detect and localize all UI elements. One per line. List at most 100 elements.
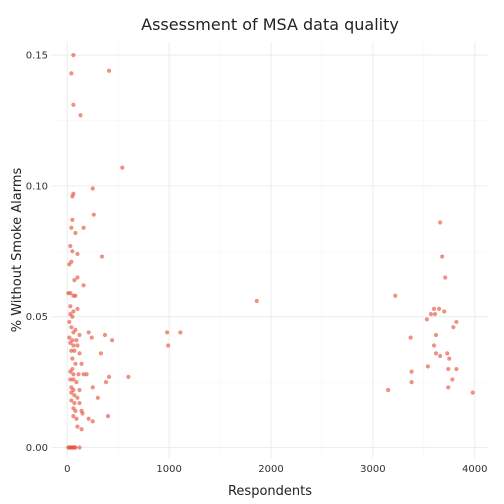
data-point	[106, 374, 112, 379]
data-point	[110, 338, 115, 343]
data-point	[69, 259, 74, 264]
data-point	[70, 356, 75, 361]
data-point	[433, 332, 439, 338]
data-point	[428, 312, 434, 317]
data-point	[77, 400, 82, 406]
data-point	[74, 380, 79, 385]
data-point	[68, 304, 73, 309]
x-tick-label: 1000	[156, 464, 181, 475]
x-tick-label: 2000	[258, 464, 283, 475]
x-axis-ticks: 0 1000 2000 3000 4000	[64, 464, 487, 475]
data-point	[74, 416, 79, 421]
data-point	[80, 411, 85, 416]
data-point	[69, 348, 74, 353]
data-point	[71, 102, 76, 107]
data-point	[409, 380, 414, 385]
data-point	[79, 361, 84, 366]
y-tick-label: 0.00	[26, 443, 48, 454]
data-point	[70, 194, 75, 199]
data-point	[72, 277, 77, 283]
data-point	[126, 374, 131, 379]
data-point	[89, 335, 94, 340]
x-tick-label: 4000	[462, 464, 487, 475]
y-tick-label: 0.10	[26, 181, 48, 192]
data-point	[106, 68, 112, 73]
y-axis-label: % Without Smoke Alarms	[10, 168, 25, 333]
data-point	[454, 366, 459, 372]
data-point	[75, 395, 80, 400]
data-point	[73, 361, 78, 366]
data-point	[98, 351, 103, 356]
data-point	[77, 445, 82, 450]
data-point	[73, 408, 78, 414]
data-point	[71, 52, 76, 58]
data-point	[71, 414, 76, 419]
data-points	[66, 52, 475, 450]
data-point	[254, 298, 259, 304]
data-point	[71, 377, 76, 382]
grid	[52, 42, 488, 458]
data-point	[74, 338, 79, 343]
data-point	[75, 424, 80, 429]
data-point	[75, 343, 80, 348]
data-point	[78, 113, 83, 118]
chart-title: Assessment of MSA data quality	[141, 15, 399, 34]
data-point	[166, 343, 171, 348]
data-point	[86, 416, 91, 421]
data-point	[431, 306, 437, 311]
data-point	[77, 387, 82, 393]
data-point	[102, 332, 108, 338]
data-point	[91, 212, 96, 217]
data-point	[178, 330, 183, 335]
data-point	[440, 254, 445, 259]
data-point	[432, 312, 438, 317]
x-tick-label: 3000	[360, 464, 385, 475]
data-point	[105, 414, 111, 419]
y-axis-ticks: 0.00 0.05 0.10 0.15	[26, 51, 48, 454]
data-point	[446, 385, 451, 390]
data-point	[103, 380, 109, 385]
data-point	[70, 217, 75, 223]
data-point	[470, 390, 475, 395]
data-point	[446, 366, 451, 372]
data-point	[72, 393, 77, 398]
data-point	[86, 330, 91, 335]
data-point	[443, 275, 448, 280]
data-point	[450, 377, 455, 382]
y-tick-label: 0.15	[26, 51, 48, 62]
data-point	[68, 340, 73, 345]
data-point	[69, 398, 74, 403]
data-point	[67, 335, 72, 340]
data-point	[69, 390, 74, 395]
data-point	[79, 427, 84, 432]
data-point	[69, 71, 74, 76]
data-point	[68, 377, 73, 382]
data-point	[70, 249, 75, 254]
data-point	[99, 254, 105, 259]
data-point	[424, 317, 429, 322]
data-point	[438, 353, 443, 359]
data-point	[408, 335, 413, 340]
data-point	[77, 332, 82, 338]
data-point	[76, 372, 81, 377]
data-point	[71, 372, 76, 377]
data-point	[90, 419, 95, 424]
data-point	[73, 445, 78, 450]
data-point	[81, 225, 86, 230]
data-point	[71, 343, 76, 348]
data-point	[451, 325, 456, 330]
data-point	[75, 251, 80, 257]
data-point	[67, 319, 72, 325]
data-point	[75, 306, 80, 311]
data-point	[386, 387, 391, 393]
data-point	[445, 351, 450, 356]
data-point	[81, 372, 86, 377]
data-point	[77, 351, 82, 356]
data-point	[72, 348, 77, 353]
data-point	[71, 309, 76, 314]
y-tick-label: 0.05	[26, 312, 48, 323]
data-point	[120, 165, 125, 170]
data-point	[431, 343, 437, 348]
data-point	[409, 369, 414, 374]
